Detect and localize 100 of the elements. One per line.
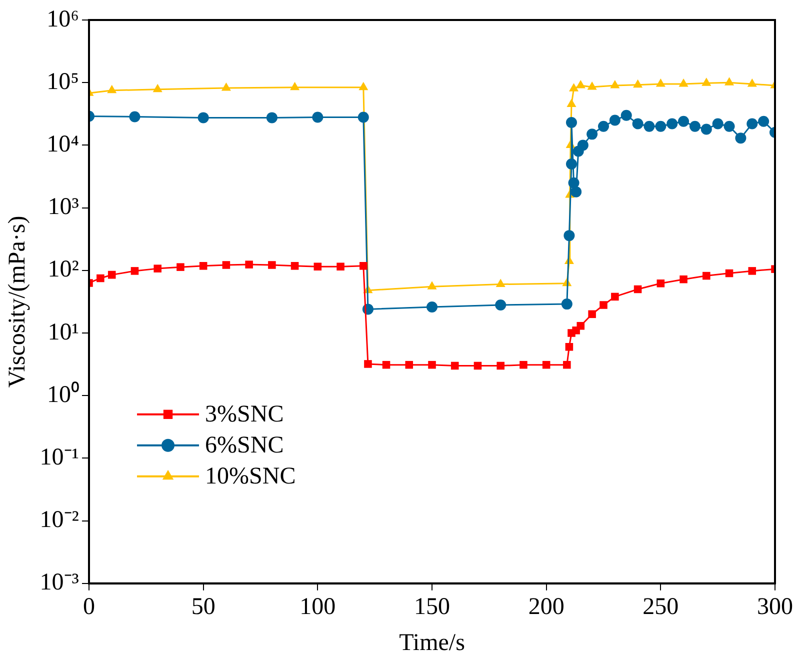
point	[724, 120, 735, 132]
y-tick-label: 10²	[48, 256, 79, 283]
point	[129, 111, 140, 122]
point	[566, 117, 577, 128]
point	[290, 82, 300, 90]
point	[587, 82, 597, 90]
point	[358, 112, 369, 123]
legend-label: 6%SNC	[205, 432, 284, 459]
point	[586, 128, 598, 140]
point	[611, 292, 619, 301]
point	[735, 132, 746, 144]
y-tick-label: 10⁻³	[40, 570, 79, 596]
point	[576, 80, 586, 88]
point	[312, 112, 324, 123]
point	[655, 120, 666, 132]
point	[176, 263, 184, 271]
point	[620, 110, 632, 121]
point	[598, 120, 609, 132]
y-tick-label: 10⁰	[46, 380, 79, 408]
point	[130, 267, 139, 275]
point	[700, 124, 712, 135]
x-tick-label: 100	[300, 594, 336, 620]
point	[382, 360, 390, 369]
x-tick-label: 50	[191, 594, 216, 620]
point	[712, 118, 724, 130]
point	[108, 270, 116, 279]
point	[746, 118, 758, 130]
point	[600, 301, 608, 309]
point	[634, 285, 642, 294]
x-axis-title: Time/s	[399, 630, 465, 656]
point	[702, 272, 710, 280]
legend-label: 10%SNC	[205, 464, 296, 490]
point	[154, 264, 162, 272]
point	[427, 281, 437, 290]
point	[96, 274, 104, 282]
point	[633, 79, 643, 88]
point	[588, 310, 596, 318]
point	[245, 260, 253, 268]
point	[450, 362, 459, 370]
point	[520, 360, 528, 369]
point	[747, 78, 757, 87]
point	[678, 116, 690, 127]
point	[724, 77, 734, 86]
point	[758, 116, 770, 127]
point	[566, 158, 577, 170]
point	[428, 360, 436, 369]
point	[496, 278, 506, 288]
point	[702, 78, 712, 86]
point	[199, 262, 208, 270]
point	[221, 82, 231, 91]
point	[569, 83, 579, 92]
point	[222, 261, 230, 269]
point	[563, 360, 571, 369]
point	[656, 280, 665, 288]
y-tick-label: 10¹	[48, 319, 79, 346]
point	[561, 298, 572, 310]
point	[405, 360, 414, 369]
point	[680, 275, 688, 284]
x-tick-label: 0	[82, 594, 95, 620]
x-tick-label: 150	[414, 594, 450, 620]
point	[610, 80, 620, 88]
point	[678, 78, 688, 87]
y-axis-title: Viscosity/(mPa·s)	[4, 216, 31, 388]
x-tick-label: 200	[528, 594, 564, 620]
legend-label: 3%SNC	[205, 402, 284, 428]
point	[566, 98, 576, 108]
point	[656, 78, 666, 87]
point	[577, 140, 588, 151]
point	[576, 322, 585, 330]
point	[725, 269, 734, 278]
x-tick-label: 300	[757, 594, 793, 620]
point	[290, 262, 299, 270]
y-tick-label: 10⁻¹	[40, 444, 79, 470]
point	[107, 84, 117, 94]
point	[609, 114, 620, 126]
point	[542, 360, 550, 369]
y-tick-label: 10⁴	[46, 131, 79, 158]
point	[632, 118, 644, 130]
point	[748, 267, 756, 275]
point	[495, 300, 506, 311]
point	[268, 261, 276, 269]
point	[565, 343, 574, 351]
point	[314, 262, 322, 270]
point	[666, 118, 678, 130]
y-tick-label: 10³	[48, 194, 79, 220]
x-tick-label: 250	[642, 594, 679, 620]
point	[570, 186, 582, 198]
point	[644, 120, 655, 132]
point	[496, 362, 504, 370]
point	[564, 230, 575, 242]
point	[198, 112, 209, 124]
point	[568, 177, 580, 188]
y-tick-label: 10⁻²	[40, 507, 79, 534]
point	[152, 84, 162, 92]
point	[358, 82, 368, 90]
point	[360, 262, 368, 270]
y-tick-label: 10⁶	[46, 6, 79, 32]
point	[426, 302, 438, 313]
y-tick-label: 10⁵	[46, 68, 79, 95]
point	[689, 120, 700, 132]
